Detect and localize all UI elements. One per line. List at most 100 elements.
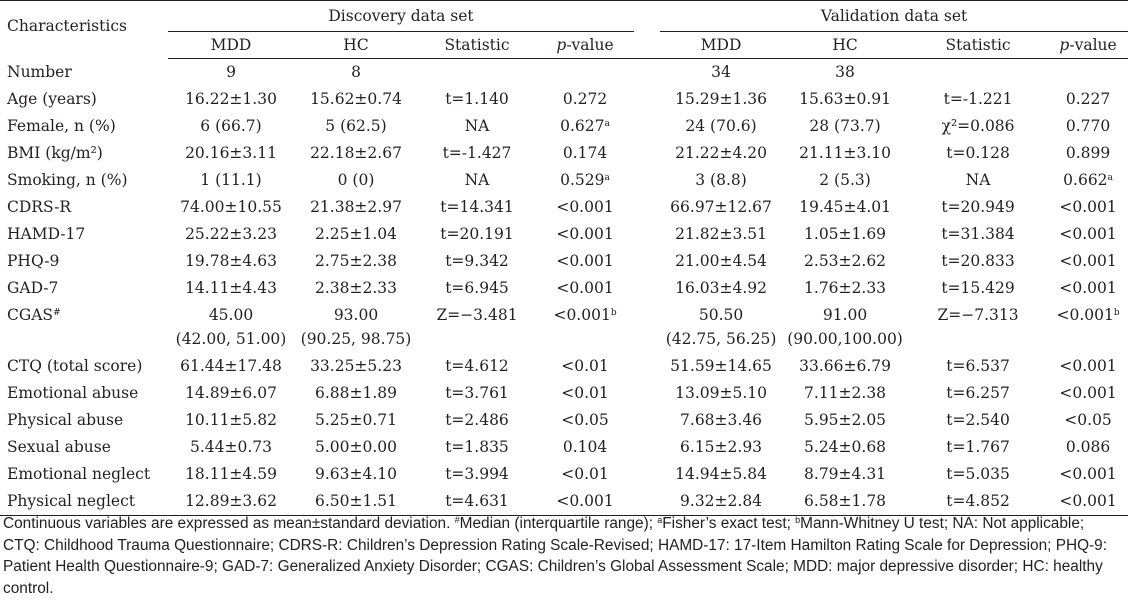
discovery-pvalue-cell: <0.01 — [536, 380, 634, 407]
row-label: CTQ (total score) — [0, 353, 168, 380]
discovery-statistic-cell-value: t=1.140 — [445, 90, 509, 108]
validation-statistic-cell-value: t=15.429 — [941, 279, 1015, 297]
validation-statistic-cell-value: t=31.384 — [941, 225, 1015, 243]
discovery-pvalue-cell-value: 0.104 — [562, 438, 608, 456]
group-gap — [634, 194, 660, 221]
row-label: Smoking, n (%) — [0, 167, 168, 194]
discovery-mdd-cell: 1 (11.1) — [168, 167, 294, 194]
header-row-columns: MDD HC Statistic p-value MDD HC Statisti… — [0, 31, 1128, 59]
validation-statistic-cell: χ²=0.086 — [908, 113, 1048, 140]
discovery-pvalue-cell: 0.174 — [536, 140, 634, 167]
validation-hc-cell-value: 1.05±1.69 — [804, 225, 887, 243]
validation-hc-cell-value: 6.58±1.78 — [804, 492, 887, 510]
validation-statistic-cell: t=6.537 — [908, 353, 1048, 380]
discovery-hc-cell-value: 5.25±0.71 — [314, 411, 397, 429]
validation-statistic-cell: t=20.949 — [908, 194, 1048, 221]
discovery-statistic-cell-value: t=4.612 — [445, 357, 509, 375]
discovery-mdd-cell-value: 10.11±5.82 — [185, 411, 277, 429]
header-row-groups: Characteristics Discovery data set Valid… — [0, 0, 1128, 59]
validation-pvalue-cell-value: 0.770 — [1065, 117, 1111, 135]
discovery-pvalue-cell: 0.529a — [536, 167, 634, 194]
row-label: GAD-7 — [0, 275, 168, 302]
discovery-pvalue-cell-value: 0.529 — [560, 171, 605, 189]
group-gap — [634, 461, 660, 488]
validation-hc-cell-value: 5.24±0.68 — [804, 438, 887, 456]
discovery-mdd-cell-value: 45.00 — [208, 306, 254, 324]
validation-mdd-cell-value: 9.32±2.84 — [680, 492, 763, 510]
table-row: Number 9 8 34 38 — [0, 59, 1128, 87]
discovery-hc-cell: 2.38±2.33 — [294, 275, 418, 302]
validation-hc-cell: 2 (5.3) — [782, 167, 908, 194]
discovery-mdd-cell: 20.16±3.11 — [168, 140, 294, 167]
discovery-mdd-cell: 16.22±1.30 — [168, 86, 294, 113]
row-label-value: Number — [7, 62, 72, 81]
discovery-pvalue-cell: 0.104 — [536, 434, 634, 461]
validation-hc-cell: 1.05±1.69 — [782, 221, 908, 248]
row-label-value: Physical abuse — [7, 411, 124, 429]
discovery-pvalue-cell-value: <0.001 — [556, 252, 614, 270]
discovery-hc-cell: 8 — [294, 59, 418, 87]
validation-pvalue-cell-value: <0.001 — [1056, 306, 1114, 324]
validation-mdd-cell-value: 16.03±4.92 — [675, 279, 767, 297]
discovery-pvalue-cell: 0.272 — [536, 86, 634, 113]
validation-mdd-cell: 16.03±4.92 — [660, 275, 782, 302]
validation-statistic-cell: t=4.852 — [908, 488, 1049, 516]
discovery-pvalue-cell-value: 0.627 — [560, 117, 605, 135]
discovery-statistic-cell-value: t=2.486 — [445, 411, 509, 429]
validation-pvalue-cell-value: <0.05 — [1064, 411, 1112, 429]
validation-pvalue-cell: <0.001 — [1048, 221, 1128, 248]
validation-hc-cell-value: 91.00 — [822, 306, 868, 324]
discovery-statistic-cell: t=14.341 — [418, 194, 536, 221]
validation-hc-cell: 5.95±2.05 — [782, 407, 908, 434]
discovery-pvalue-cell-value: 0.272 — [562, 90, 608, 108]
discovery-mdd-cell: 61.44±17.48 — [168, 353, 294, 380]
validation-statistic-cell-value: t=1.767 — [946, 438, 1010, 456]
discovery-statistic-cell-value: t=20.191 — [440, 225, 514, 243]
col-header-validation-hc: HC — [782, 31, 909, 59]
discovery-hc-cell-value: 5 (62.5) — [325, 117, 387, 135]
validation-pvalue-cell-superscript: a — [1107, 173, 1113, 183]
discovery-mdd-cell: 45.00 (42.00, 51.00) — [168, 302, 294, 353]
validation-mdd-cell-value: 34 — [711, 63, 731, 81]
discovery-hc-cell: 21.38±2.97 — [294, 194, 418, 221]
row-label-value: CGAS — [7, 306, 54, 324]
discovery-hc-cell: 0 (0) — [294, 167, 418, 194]
validation-pvalue-cell: <0.05 — [1048, 407, 1128, 434]
discovery-mdd-cell-value: 20.16±3.11 — [185, 144, 277, 162]
footnote-sup-hash: # — [454, 515, 460, 525]
discovery-statistic-cell-value: NA — [464, 171, 490, 189]
discovery-statistic-cell: t=6.945 — [418, 275, 536, 302]
validation-pvalue-cell-value: <0.001 — [1059, 357, 1117, 375]
discovery-pvalue-cell: <0.05 — [536, 407, 634, 434]
discovery-statistic-cell — [418, 59, 536, 87]
validation-statistic-cell-value: t=20.949 — [941, 198, 1015, 216]
discovery-pvalue-cell-value: <0.01 — [561, 384, 609, 402]
discovery-hc-cell-value: 9.63±4.10 — [314, 465, 397, 483]
table-row: GAD-7 14.11±4.43 2.38±2.33 t=6.945 <0.001 16.… — [0, 275, 1128, 302]
col-header-discovery-statistic: Statistic — [418, 31, 536, 59]
discovery-pvalue-cell-value: <0.001 — [553, 306, 611, 324]
validation-mdd-cell-value: 50.50 — [698, 306, 744, 324]
row-label-value: Smoking, n (%) — [7, 171, 128, 189]
discovery-mdd-cell-value: 16.22±1.30 — [185, 90, 277, 108]
discovery-mdd-cell: 19.78±4.63 — [168, 248, 294, 275]
group-gap — [634, 86, 660, 113]
p-italic: p — [1059, 36, 1070, 54]
discovery-hc-cell: 2.75±2.38 — [294, 248, 418, 275]
validation-pvalue-cell: <0.001 — [1048, 461, 1128, 488]
discovery-pvalue-cell: <0.01 — [536, 353, 634, 380]
discovery-mdd-cell: 9 — [168, 59, 294, 87]
discovery-hc-cell-value: 33.25±5.23 — [310, 357, 402, 375]
validation-mdd-cell-value: 21.00±4.54 — [675, 252, 767, 270]
validation-mdd-cell: 66.97±12.67 — [660, 194, 782, 221]
discovery-mdd-cell-value: 5.44±0.73 — [189, 438, 272, 456]
discovery-statistic-cell: t=4.631 — [418, 488, 536, 516]
validation-mdd-cell: 15.29±1.36 — [660, 86, 782, 113]
discovery-hc-cell: 2.25±1.04 — [294, 221, 418, 248]
discovery-mdd-cell-value: 25.22±3.23 — [185, 225, 277, 243]
characteristics-table: Characteristics Discovery data set Valid… — [0, 0, 1128, 516]
validation-pvalue-cell-value: 0.227 — [1065, 90, 1111, 108]
discovery-statistic-cell: NA — [418, 167, 536, 194]
row-label-value: CTQ (total score) — [7, 357, 143, 375]
validation-mdd-cell-value: 51.59±14.65 — [670, 357, 772, 375]
